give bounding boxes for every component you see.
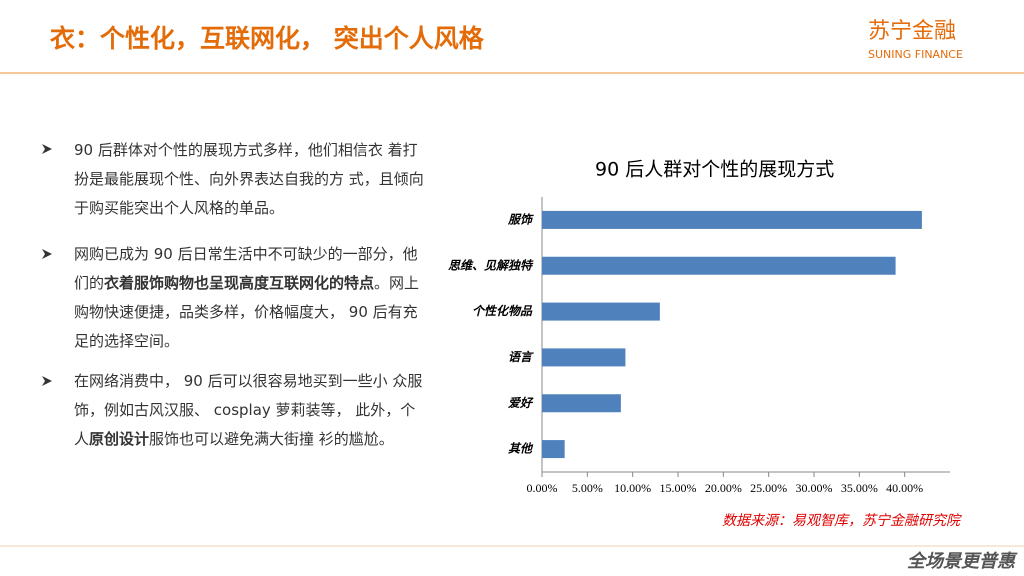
x-tick-label: 5.00%: [572, 481, 603, 495]
slide-title: 衣：个性化，互联网化， 突出个人风格: [50, 24, 485, 53]
bar: [542, 348, 626, 367]
y-tick-label: 个性化物品: [472, 304, 533, 318]
y-tick-label: 其他: [508, 442, 534, 456]
bullet-text: 网购已成为 90 后日常生活中不可缺少的一部分，他们的: [74, 245, 418, 292]
bullet-text: 。网上购物快速便捷，品类多样，价格幅度大， 90 后有充足的选择空间。: [74, 274, 420, 350]
x-tick-label: 15.00%: [660, 481, 697, 495]
logo: 苏宁金融: [868, 19, 956, 44]
logo-sub: SUNING FINANCE: [868, 48, 963, 61]
bullet-marker: [42, 249, 52, 259]
bullet-marker: [42, 144, 52, 154]
bullet-text: 在网络消费中， 90 后可以很容易地买到一些小 众服饰，例如古风汉服、 cosp…: [74, 372, 423, 448]
y-tick-label: 爱好: [508, 396, 534, 410]
bullet: 网购已成为 90 后日常生活中不可缺少的一部分，他们的衣着服饰购物也呈现高度互联…: [74, 240, 424, 356]
x-tick-label: 10.00%: [614, 481, 651, 495]
y-tick-label: 服饰: [507, 212, 534, 226]
bullet: 在网络消费中， 90 后可以很容易地买到一些小 众服饰，例如古风汉服、 cosp…: [74, 367, 424, 454]
bullet-markers: [42, 144, 52, 386]
x-tick-label: 30.00%: [796, 481, 833, 495]
x-tick-label: 40.00%: [886, 481, 923, 495]
bullet-text: 原创设计: [89, 430, 150, 448]
bullet-text: 衣着服饰购物也呈现高度互联网化的特点: [104, 274, 375, 292]
chart-title: 90 后人群对个性的展现方式: [595, 159, 834, 181]
x-tick-label: 20.00%: [705, 481, 742, 495]
bullet-marker: [42, 376, 52, 386]
footer-logo: 全场景更普惠: [907, 551, 1018, 572]
x-tick-label: 35.00%: [841, 481, 878, 495]
bullet-text: 服饰也可以避免满大街撞 衫的尴尬。: [149, 430, 394, 448]
y-tick-label: 语言: [508, 350, 534, 364]
bullet-text: 90 后群体对个性的展现方式多样，他们相信衣 着打扮是最能展现个性、向外界表达自…: [74, 141, 424, 217]
x-tick-label: 0.00%: [527, 481, 558, 495]
y-tick-label: 思维、见解独特: [448, 258, 534, 272]
source: 数据来源：易观智库，苏宁金融研究院: [722, 513, 962, 529]
bar: [542, 302, 660, 321]
bar: [542, 256, 896, 275]
bullet: 90 后群体对个性的展现方式多样，他们相信衣 着打扮是最能展现个性、向外界表达自…: [74, 136, 424, 223]
bar: [542, 394, 621, 413]
bar: [542, 440, 565, 459]
bar: [542, 210, 922, 229]
x-tick-label: 25.00%: [750, 481, 787, 495]
